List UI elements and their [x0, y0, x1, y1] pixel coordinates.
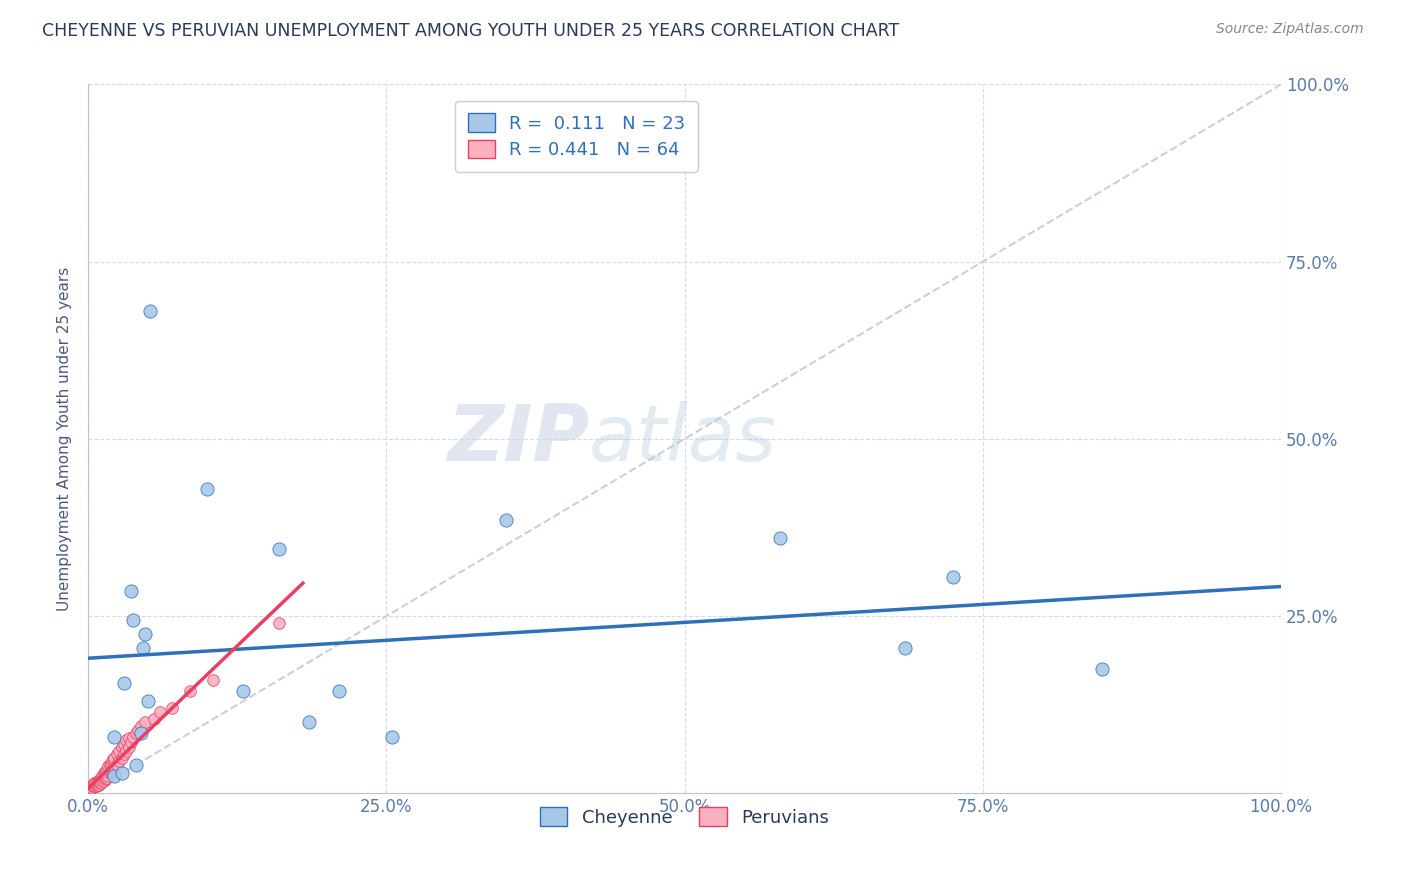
Point [127, 723, 149, 737]
Point [105, 747, 128, 762]
Point [86, 779, 108, 793]
Text: Source: ZipAtlas.com: Source: ZipAtlas.com [1216, 22, 1364, 37]
Point [98, 766, 121, 780]
Point [100, 756, 122, 771]
Point [82, 779, 104, 793]
Point [769, 531, 792, 545]
Legend: Cheyenne, Peruvians: Cheyenne, Peruvians [533, 800, 837, 834]
Point [120, 584, 142, 599]
Text: ZIP: ZIP [447, 401, 589, 477]
Point [267, 616, 290, 631]
Point [97, 769, 120, 783]
Point [86, 775, 108, 789]
Y-axis label: Unemployment Among Youth under 25 years: Unemployment Among Youth under 25 years [58, 267, 72, 611]
Text: atlas: atlas [589, 401, 778, 477]
Point [91, 769, 114, 783]
Point [83, 775, 105, 789]
Point [120, 735, 142, 749]
Point [110, 766, 132, 780]
Point [86, 778, 108, 792]
Point [96, 771, 118, 785]
Point [142, 712, 165, 726]
Point [87, 778, 110, 792]
Point [298, 715, 321, 730]
Point [94, 765, 117, 780]
Point [103, 730, 125, 744]
Point [134, 715, 156, 730]
Point [94, 764, 117, 778]
Point [79, 780, 101, 795]
Point [134, 627, 156, 641]
Point [942, 570, 965, 584]
Point [894, 640, 917, 655]
Point [108, 755, 131, 769]
Point [98, 758, 121, 772]
Point [125, 726, 148, 740]
Point [103, 752, 125, 766]
Point [103, 769, 125, 783]
Point [90, 771, 112, 785]
Point [89, 772, 111, 787]
Point [118, 731, 141, 745]
Point [103, 759, 125, 773]
Point [112, 737, 135, 751]
Point [136, 694, 159, 708]
Point [328, 683, 350, 698]
Point [96, 762, 118, 776]
Point [101, 755, 124, 769]
Point [115, 733, 138, 747]
Point [93, 773, 115, 788]
Point [122, 613, 145, 627]
Point [101, 764, 124, 778]
Point [112, 676, 135, 690]
Point [149, 705, 172, 719]
Point [125, 758, 148, 772]
Point [87, 773, 110, 788]
Point [110, 740, 132, 755]
Point [108, 744, 131, 758]
Point [267, 541, 290, 556]
Point [97, 759, 120, 773]
Point [381, 730, 404, 744]
Point [202, 673, 225, 687]
Point [1091, 662, 1114, 676]
Point [110, 751, 132, 765]
Point [93, 766, 115, 780]
Point [91, 773, 114, 788]
Point [90, 775, 112, 789]
Point [103, 751, 125, 765]
Point [103, 762, 125, 776]
Point [232, 683, 254, 698]
Point [89, 775, 111, 789]
Point [179, 683, 201, 698]
Point [122, 730, 145, 744]
Point [94, 772, 117, 787]
Point [105, 758, 128, 772]
Point [129, 719, 152, 733]
Point [94, 771, 117, 785]
Point [129, 726, 152, 740]
Point [160, 701, 183, 715]
Point [132, 640, 155, 655]
Point [112, 747, 135, 762]
Point [197, 482, 219, 496]
Point [83, 779, 105, 793]
Point [84, 779, 107, 793]
Point [86, 773, 108, 788]
Point [100, 765, 122, 780]
Point [115, 744, 138, 758]
Point [80, 780, 103, 795]
Point [139, 304, 162, 318]
Point [118, 740, 141, 755]
Point [495, 513, 517, 527]
Text: CHEYENNE VS PERUVIAN UNEMPLOYMENT AMONG YOUTH UNDER 25 YEARS CORRELATION CHART: CHEYENNE VS PERUVIAN UNEMPLOYMENT AMONG … [42, 22, 900, 40]
Point [84, 775, 107, 789]
Point [79, 779, 101, 793]
